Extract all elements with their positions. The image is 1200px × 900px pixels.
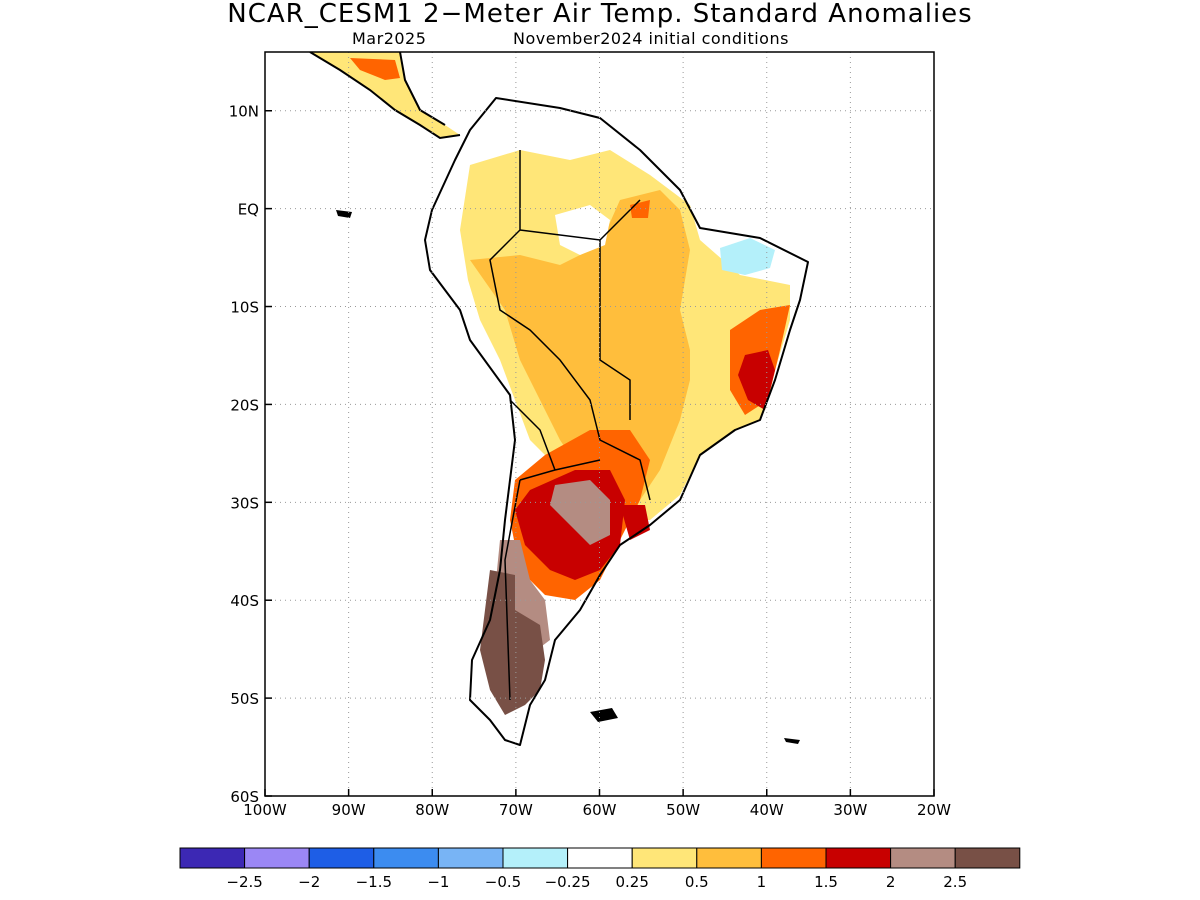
- y-tick-label: 60S: [230, 788, 259, 806]
- colorbar-label: 1.5: [814, 873, 838, 891]
- colorbar-swatch: [631, 847, 698, 869]
- y-tick-label: 50S: [230, 690, 259, 708]
- colorbar-swatch: [502, 847, 569, 869]
- x-tick-label: 100W: [243, 801, 287, 819]
- colorbar-swatch: [890, 847, 956, 869]
- y-tick-label: 10S: [230, 299, 259, 317]
- anomaly-region: [555, 205, 610, 255]
- falkland-islands: [590, 708, 618, 722]
- country-borders: [489, 150, 651, 701]
- colorbar-label: 0.5: [685, 873, 709, 891]
- y-tick-label: 30S: [230, 494, 259, 512]
- anomaly-region: [550, 480, 610, 545]
- colorbar-label: −1: [427, 873, 449, 891]
- colorbar-swatch: [179, 847, 246, 869]
- y-tick-label: 10N: [229, 103, 259, 121]
- x-tick-label: 30W: [833, 801, 867, 819]
- forecast-month: Mar2025: [352, 29, 427, 48]
- initial-conditions: November2024 initial conditions: [513, 29, 789, 48]
- anomaly-region: [480, 570, 545, 715]
- anomaly-region: [470, 190, 690, 510]
- longitude-ticks: 100W 90W 80W 70W 60W 50W 40W 30W 20W: [243, 789, 951, 819]
- anomaly-region: [620, 505, 650, 540]
- y-tick-label: 40S: [230, 592, 259, 610]
- x-tick-label: 20W: [917, 801, 951, 819]
- galapagos-islands: [336, 210, 352, 218]
- map-frame: [264, 51, 935, 797]
- colorbar-label: 2.5: [943, 873, 967, 891]
- graticule: [265, 52, 934, 796]
- coastline: [424, 97, 809, 746]
- anomaly-region: [720, 238, 775, 275]
- colorbar-swatch: [308, 847, 375, 869]
- x-tick-label: 50W: [666, 801, 700, 819]
- colorbar-swatch: [437, 847, 504, 869]
- colorbar-swatch: [760, 847, 827, 869]
- anomaly-region: [738, 350, 775, 410]
- map-title: NCAR_CESM1 2−Meter Air Temp. Standard An…: [227, 0, 973, 29]
- colorbar-swatch: [954, 847, 1021, 869]
- x-tick-label: 80W: [415, 801, 449, 819]
- anomaly-region: [350, 58, 400, 80]
- y-tick-label: 20S: [230, 396, 259, 414]
- colorbar-swatch: [825, 847, 892, 869]
- latitude-ticks: 10N EQ 10S 20S 30S 40S 50S 60S: [229, 103, 272, 806]
- colorbar-swatch: [696, 847, 762, 869]
- x-tick-label: 70W: [499, 801, 533, 819]
- colorbar-label: −2: [298, 873, 320, 891]
- colorbar-swatch: [567, 847, 633, 869]
- colorbar-label: −0.5: [485, 873, 521, 891]
- x-tick-label: 60W: [583, 801, 617, 819]
- colorbar-label: −2.5: [226, 873, 262, 891]
- colorbar-swatch: [244, 847, 310, 869]
- colorbar-label: −1.5: [356, 873, 392, 891]
- colorbar-swatch: [373, 847, 439, 869]
- x-tick-label: 90W: [332, 801, 366, 819]
- south-georgia-island: [784, 738, 800, 744]
- x-tick-label: 40W: [750, 801, 784, 819]
- y-tick-label: EQ: [238, 201, 259, 219]
- colorbar-label: 2: [886, 873, 896, 891]
- colorbar-label: 0.25: [615, 873, 648, 891]
- colorbar: −2.5 −2 −1.5 −1 −0.5 −0.25 0.25 0.5 1 1.5 2 2.5: [179, 847, 1021, 891]
- colorbar-label: 1: [757, 873, 767, 891]
- colorbar-label: −0.25: [545, 873, 591, 891]
- central-america-land: [310, 52, 460, 138]
- map-content: [309, 52, 809, 746]
